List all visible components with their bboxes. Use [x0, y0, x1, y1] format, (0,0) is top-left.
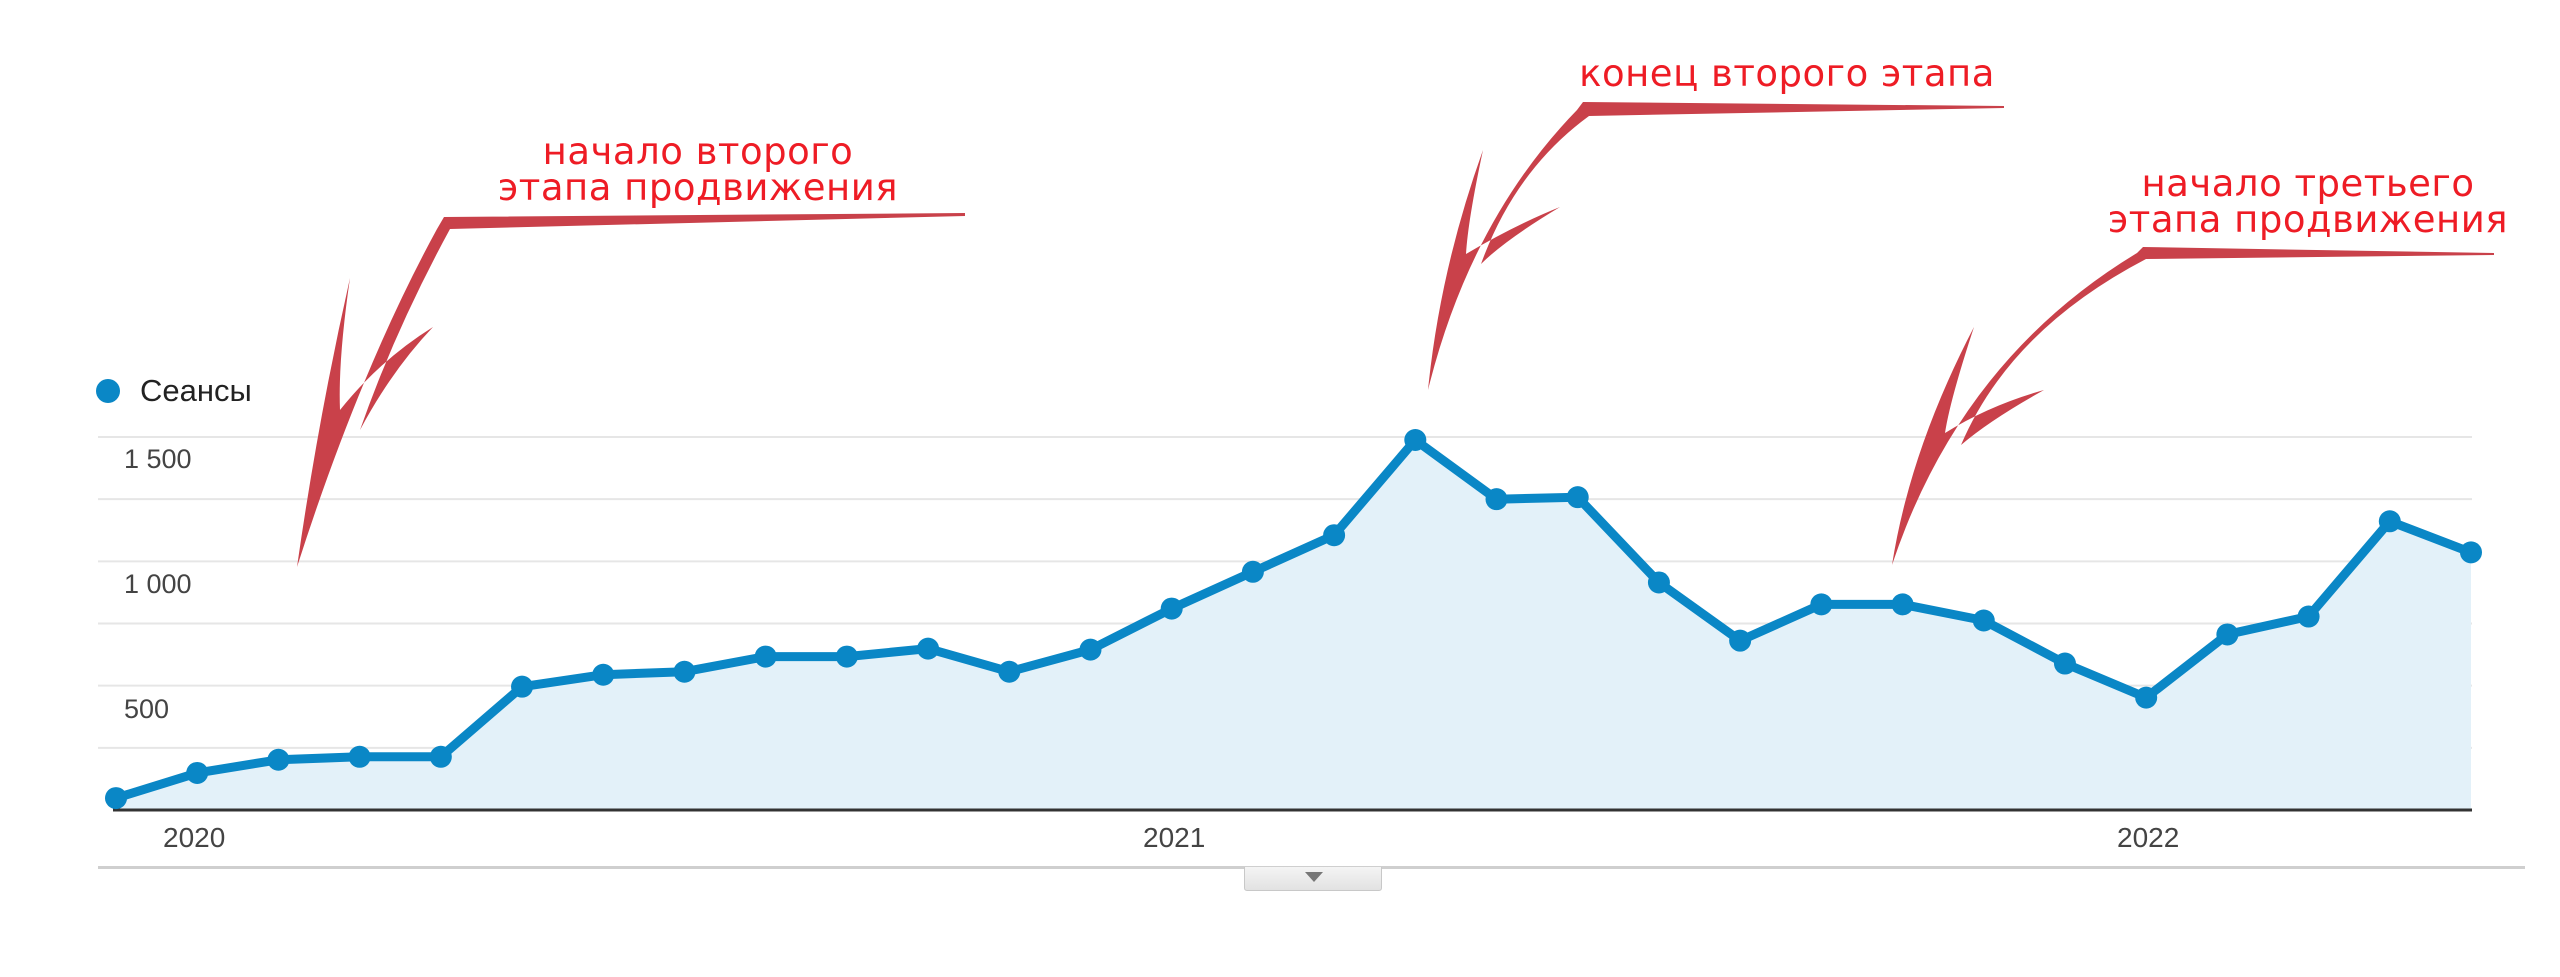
- y-tick-label: 500: [124, 694, 170, 724]
- data-point[interactable]: [348, 745, 371, 768]
- data-point[interactable]: [2378, 510, 2401, 533]
- data-point[interactable]: [1160, 597, 1183, 620]
- data-point[interactable]: [673, 660, 696, 683]
- arrow-icon: [1892, 247, 2494, 565]
- annotation-start-second-stage: начало второго этапа продвижения: [478, 130, 918, 209]
- data-point[interactable]: [917, 637, 940, 660]
- y-tick-label: 1 000: [124, 569, 192, 599]
- data-point[interactable]: [998, 660, 1021, 683]
- annotation-end-second-stage: конец второго этапа: [1560, 52, 2014, 95]
- data-point[interactable]: [2135, 686, 2158, 709]
- data-point[interactable]: [592, 663, 615, 686]
- annotation-line: начало третьего: [2141, 162, 2475, 205]
- data-point[interactable]: [1079, 638, 1102, 661]
- data-point[interactable]: [2053, 652, 2076, 675]
- data-point[interactable]: [1972, 609, 1995, 632]
- legend: Сеансы: [96, 373, 252, 409]
- x-tick-label: 2022: [2117, 822, 2180, 853]
- arrow-icon: [1428, 102, 2004, 390]
- x-tick-label: 2021: [1143, 822, 1206, 853]
- data-point[interactable]: [1810, 593, 1833, 616]
- data-point[interactable]: [1323, 524, 1346, 547]
- data-point[interactable]: [511, 675, 534, 698]
- data-point[interactable]: [835, 645, 858, 668]
- expand-chart-button[interactable]: [1244, 867, 1382, 891]
- data-point[interactable]: [1891, 593, 1914, 616]
- data-point[interactable]: [267, 748, 290, 771]
- area-fill: [116, 440, 2471, 810]
- annotation-line: этапа продвижения: [2108, 198, 2508, 241]
- annotation-line: начало второго: [542, 130, 854, 173]
- data-point[interactable]: [2297, 605, 2320, 628]
- annotation-arrows: [297, 102, 2494, 567]
- arrow-icon: [297, 213, 965, 567]
- data-point[interactable]: [1729, 629, 1752, 652]
- data-point[interactable]: [754, 645, 777, 668]
- data-point[interactable]: [105, 787, 127, 810]
- data-point[interactable]: [2216, 623, 2239, 646]
- data-point[interactable]: [1404, 428, 1427, 451]
- legend-dot-icon: [96, 379, 120, 403]
- data-point[interactable]: [1566, 486, 1589, 509]
- data-point[interactable]: [429, 745, 452, 768]
- series-line-sessions: [114, 435, 2473, 803]
- chevron-down-icon: [1305, 872, 1323, 882]
- data-point[interactable]: [1241, 560, 1264, 583]
- annotation-start-third-stage: начало третьего этапа продвижения: [2090, 162, 2526, 241]
- data-point[interactable]: [1485, 488, 1508, 511]
- x-tick-label: 2020: [163, 822, 226, 853]
- data-point[interactable]: [2460, 541, 2482, 564]
- data-point[interactable]: [1647, 571, 1670, 594]
- data-point[interactable]: [186, 761, 209, 784]
- y-tick-label: 1 500: [124, 444, 192, 474]
- annotation-line: конец второго этапа: [1579, 52, 1995, 95]
- annotation-line: этапа продвижения: [498, 166, 898, 209]
- data-points: [105, 428, 2482, 810]
- legend-label: Сеансы: [140, 373, 252, 408]
